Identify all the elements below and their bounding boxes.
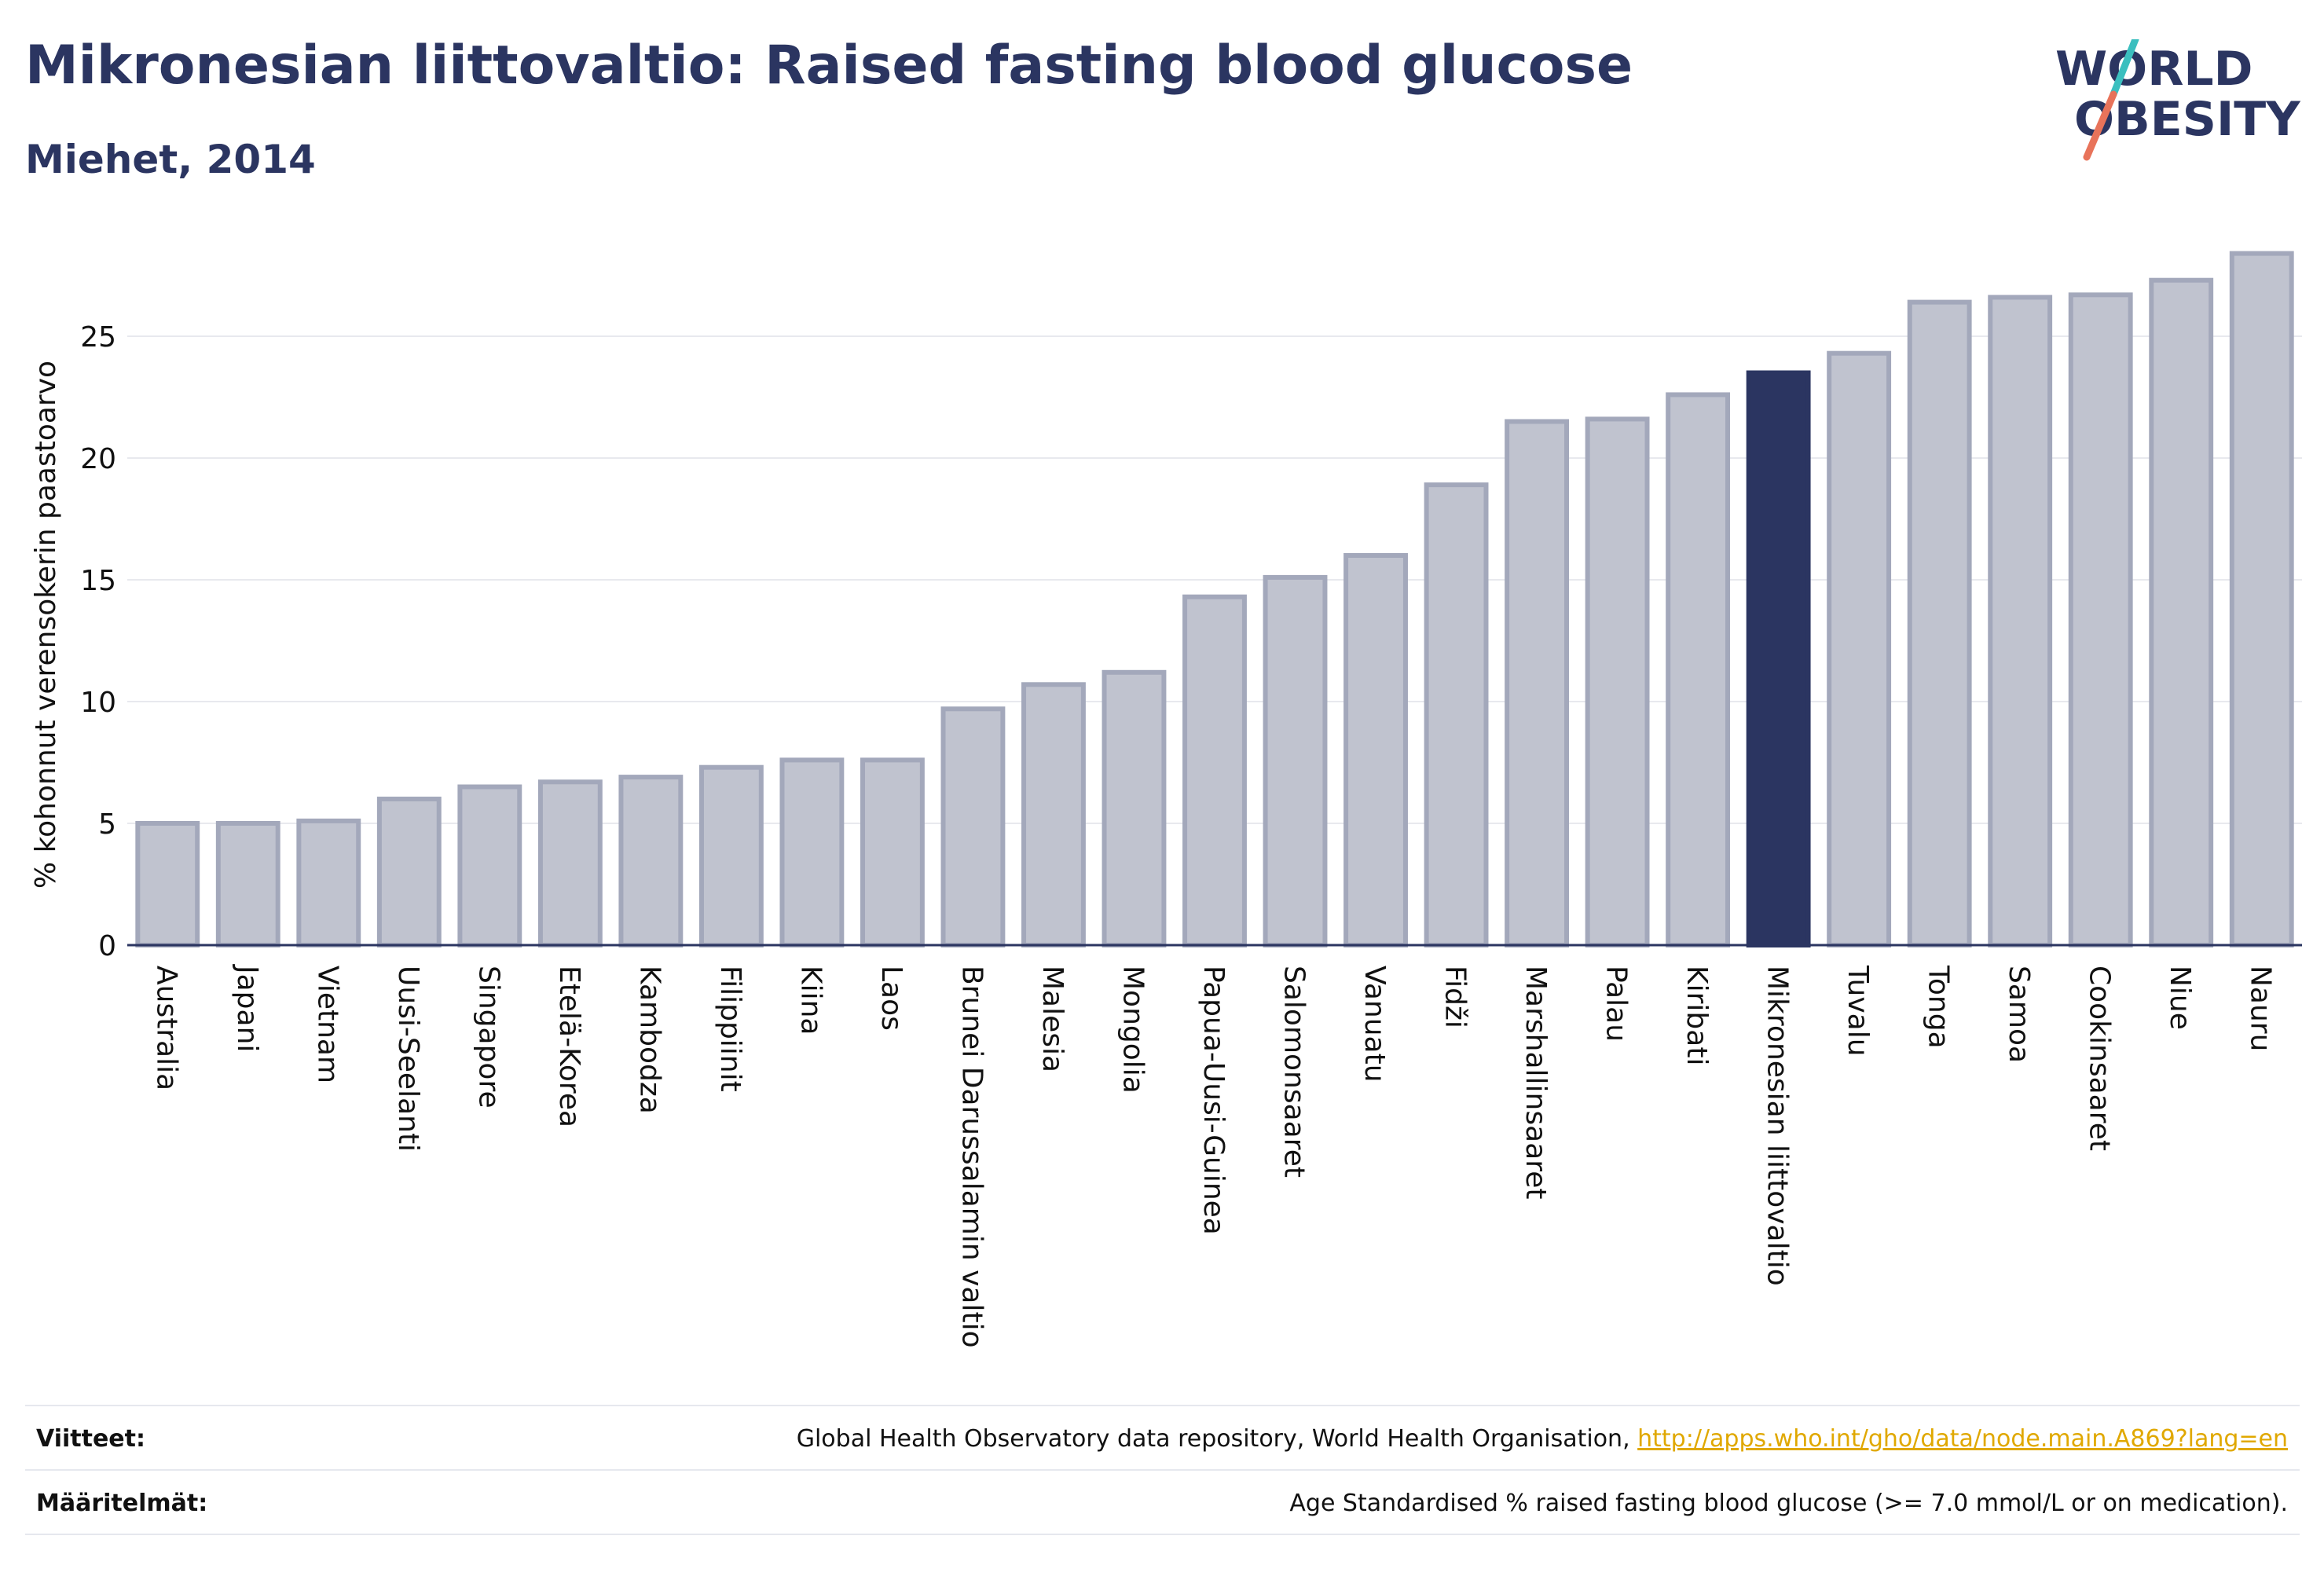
bar: [1827, 350, 1892, 947]
x-tick-label: Tuvalu: [1842, 965, 1874, 1057]
bar: [215, 821, 280, 947]
axes: 0 5 10 15 20 25 Australia Japani Vietnam Uusi-See…: [80, 321, 2302, 1348]
x-tick-label: Kiina: [794, 966, 827, 1035]
bar: [1424, 482, 1489, 947]
bar: [457, 784, 522, 947]
bar: [1021, 682, 1086, 947]
x-tick-label: Singapore: [472, 966, 504, 1109]
y-tick-label: 25: [80, 321, 116, 354]
x-tick-label: Uusi-Seelanti: [392, 966, 424, 1152]
bar: [537, 779, 603, 947]
x-tick-label: Kiribati: [1681, 966, 1713, 1065]
bar: [1182, 594, 1247, 947]
bar: [1263, 574, 1328, 948]
bar: [2068, 292, 2133, 947]
bar: [779, 757, 845, 948]
bar: [376, 797, 442, 947]
bar: [860, 757, 925, 948]
bar-chart: 0 5 10 15 20 25 Australia Japani Vietnam Uusi-See…: [30, 251, 2302, 1348]
bar: [1907, 299, 1972, 948]
bar: [618, 775, 684, 947]
bar: [135, 821, 200, 947]
x-tick-label: Palau: [1600, 966, 1633, 1042]
footer-divider-middle: [25, 1469, 2300, 1471]
y-tick-label: 0: [98, 930, 116, 962]
bar: [2229, 251, 2294, 948]
y-axis-label: % kohonnut verensokerin paastoarvo: [30, 361, 62, 889]
bar: [1343, 553, 1408, 947]
x-tick-label: Cookinsaaret: [2084, 966, 2116, 1151]
chart-subtitle: Miehet, 2014: [25, 137, 316, 182]
x-tick-label: Samoa: [2003, 966, 2035, 1063]
chart-title: Mikronesian liittovaltio: Raised fasting…: [25, 35, 1633, 97]
x-tick-label: Malesia: [1036, 966, 1069, 1072]
x-tick-label: Mongolia: [1116, 966, 1149, 1094]
bar: [296, 818, 361, 948]
x-tick-label: Filippiinit: [714, 966, 746, 1092]
bars: [135, 251, 2294, 948]
x-tick-label: Salomonsaaret: [1278, 966, 1310, 1178]
logo-slash-top: [2110, 39, 2139, 98]
x-tick-label: Nauru: [2245, 966, 2277, 1051]
bar: [1505, 419, 1570, 947]
y-tick-label: 5: [98, 808, 116, 841]
x-tick-label: Vanuatu: [1358, 966, 1391, 1083]
x-tick-label: Vietnam: [311, 966, 343, 1083]
sources-label: Viitteet:: [36, 1425, 145, 1453]
footer-divider-bottom: [25, 1534, 2300, 1535]
sources-text: Global Health Observatory data repositor…: [797, 1425, 2288, 1453]
x-tick-label: Fidži: [1439, 966, 1472, 1028]
x-tick-label: Mikronesian liittovaltio: [1761, 966, 1794, 1286]
logo-slash-bottom: [2083, 90, 2117, 161]
x-tick-label: Papua-Uusi-Guinea: [1197, 966, 1230, 1235]
definitions-label: Määritelmät:: [36, 1490, 208, 1517]
x-tick-label: Brunei Darussalamin valtio: [955, 966, 988, 1348]
x-tick-label: Marshallinsaaret: [1519, 966, 1552, 1200]
y-tick-label: 20: [80, 443, 116, 475]
x-tick-label: Japani: [231, 964, 263, 1052]
logo-word-world: WORLD: [2055, 42, 2253, 97]
bar: [2149, 277, 2214, 947]
bar: [1585, 416, 1650, 947]
y-tick-label: 15: [80, 565, 116, 597]
bar: [1988, 295, 2053, 947]
definitions-text: Age Standardised % raised fasting blood …: [1289, 1490, 2288, 1517]
y-tick-label: 10: [80, 687, 116, 719]
footer-divider-top: [25, 1405, 2300, 1406]
sources-link[interactable]: http://apps.who.int/gho/data/node.main.A…: [1637, 1425, 2288, 1453]
world-obesity-logo: WORLD OBESITY: [2055, 39, 2301, 161]
bar: [940, 706, 1006, 947]
x-tick-label: Etelä-Korea: [553, 966, 585, 1127]
bar: [1102, 669, 1167, 947]
bar: [1666, 392, 1731, 947]
x-tick-label: Kambodza: [633, 966, 665, 1114]
x-tick-label: Laos: [875, 966, 907, 1031]
sources-citation: Global Health Observatory data repositor…: [796, 1425, 1638, 1453]
bar: [698, 764, 764, 948]
bar-highlight: [1746, 370, 1811, 947]
x-tick-label: Australia: [150, 966, 182, 1090]
x-tick-label: Tonga: [1923, 965, 1955, 1049]
x-tick-label: Niue: [2164, 966, 2196, 1030]
